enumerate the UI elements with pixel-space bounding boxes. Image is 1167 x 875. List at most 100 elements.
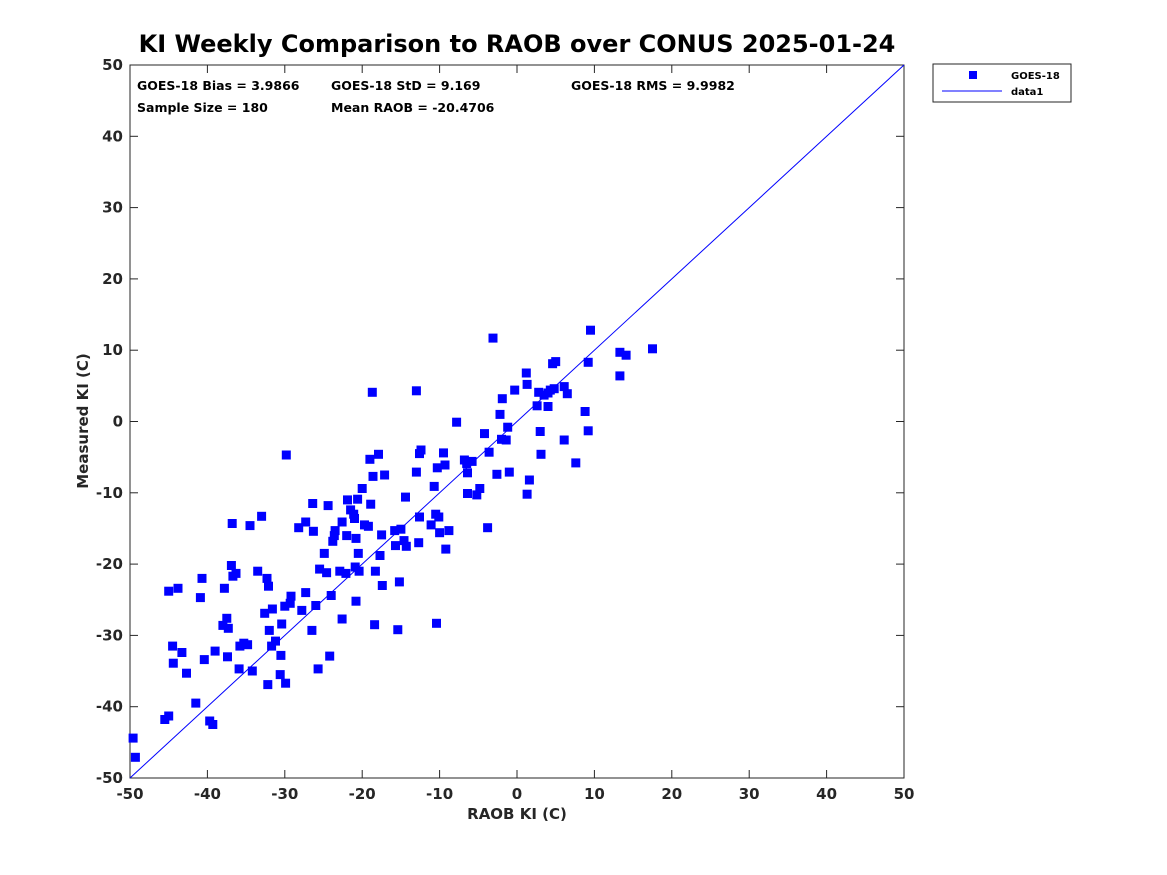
goes18-point xyxy=(463,468,472,478)
goes18-point xyxy=(497,394,507,404)
stat-sample-size: Sample Size = 180 xyxy=(137,100,268,115)
goes18-point xyxy=(329,531,339,541)
goes18-point xyxy=(197,573,207,583)
goes18-point xyxy=(168,658,178,668)
goes18-point xyxy=(253,566,263,576)
goes18-point xyxy=(182,668,191,678)
goes18-point xyxy=(615,347,625,357)
goes18-point xyxy=(559,382,569,392)
goes18-point xyxy=(374,449,383,459)
goes18-point xyxy=(441,544,451,554)
y-tick-label: 50 xyxy=(102,56,123,74)
goes18-point xyxy=(223,652,232,662)
goes18-point xyxy=(380,470,390,480)
goes18-point xyxy=(247,666,257,676)
stat-std: GOES-18 StD = 9.169 xyxy=(331,78,480,93)
goes18-point xyxy=(227,519,237,528)
legend-marker-goes18 xyxy=(969,71,977,79)
goes18-point xyxy=(353,494,363,504)
goes18-point xyxy=(322,568,332,578)
goes18-point xyxy=(263,680,273,690)
goes18-point xyxy=(559,435,569,445)
y-tick-label: 0 xyxy=(113,413,123,431)
goes18-point xyxy=(243,640,253,650)
goes18-point xyxy=(231,568,241,578)
goes18-point xyxy=(276,650,286,660)
y-tick-label: -20 xyxy=(96,555,123,573)
goes18-point xyxy=(323,501,333,511)
y-axis: -50 -40 -30 -20 -10 0 10 20 30 40 50 xyxy=(96,56,904,787)
goes18-point xyxy=(440,460,450,470)
x-tick-label: 10 xyxy=(584,785,605,803)
goes18-point xyxy=(524,475,534,485)
goes18-point xyxy=(521,368,531,378)
goes18-point xyxy=(308,499,318,508)
goes18-point xyxy=(551,357,561,367)
goes18-point xyxy=(434,512,444,522)
goes18-point xyxy=(326,591,336,600)
goes18-point xyxy=(534,387,544,397)
x-tick-label: 0 xyxy=(512,785,522,803)
goes18-point xyxy=(275,670,285,680)
x-tick-label: 20 xyxy=(661,785,682,803)
goes18-point xyxy=(264,581,273,591)
goes18-point xyxy=(488,333,498,343)
goes18-point xyxy=(535,427,545,436)
goes18-point xyxy=(504,467,514,477)
goes18-point xyxy=(168,641,178,651)
goes18-point xyxy=(351,596,361,606)
goes18-point xyxy=(308,526,318,536)
goes18-point xyxy=(325,651,335,661)
goes18-point xyxy=(648,344,657,354)
goes18-point xyxy=(363,521,373,531)
goes18-point xyxy=(277,619,287,629)
goes18-point xyxy=(391,541,400,551)
goes18-point xyxy=(510,385,520,395)
x-axis-label: RAOB KI (C) xyxy=(467,805,567,823)
goes18-point xyxy=(354,566,364,576)
goes18-point xyxy=(357,484,367,493)
goes18-point xyxy=(307,625,317,635)
goes18-point xyxy=(173,583,183,593)
goes18-point xyxy=(463,489,472,498)
data1-line-segment xyxy=(129,64,905,779)
goes18-point xyxy=(377,581,387,590)
goes18-point xyxy=(226,561,236,570)
goes18-point xyxy=(543,402,553,411)
goes18-point xyxy=(492,469,502,479)
legend-box xyxy=(932,63,1072,103)
goes18-point xyxy=(294,523,304,533)
x-tick-label: -50 xyxy=(116,785,143,803)
goes18-point xyxy=(343,495,352,505)
goes18-point xyxy=(583,426,593,436)
x-axis: -50 -40 -30 -20 -10 0 10 20 30 40 50 xyxy=(116,65,914,803)
y-tick-label: -40 xyxy=(96,698,123,716)
goes18-point xyxy=(522,489,532,499)
goes18-point xyxy=(394,577,404,587)
goes18-point xyxy=(370,566,380,576)
x-tick-label: 40 xyxy=(816,785,837,803)
goes18-point xyxy=(281,450,291,460)
goes18-point xyxy=(432,463,442,473)
goes18-point xyxy=(444,526,454,536)
stat-bias: GOES-18 Bias = 3.9866 xyxy=(137,78,300,93)
goes18-point xyxy=(411,467,421,477)
goes18-point xyxy=(401,541,411,551)
goes18-point xyxy=(222,613,232,623)
goes18-point xyxy=(260,608,270,618)
y-tick-label: 30 xyxy=(102,199,123,217)
goes18-point xyxy=(495,409,505,419)
goes18-point xyxy=(368,471,378,481)
goes18-point xyxy=(452,417,462,427)
legend-label-data1: data1 xyxy=(1011,87,1043,98)
goes18-point xyxy=(375,551,385,560)
goes18-point xyxy=(532,401,542,411)
legend[interactable]: GOES-18 data1 xyxy=(932,63,1072,103)
y-tick-label: -50 xyxy=(96,769,123,787)
goes18-point xyxy=(370,620,380,630)
x-tick-label: -30 xyxy=(271,785,298,803)
goes18-point xyxy=(337,517,347,527)
goes18-point xyxy=(365,454,375,464)
stat-rms: GOES-18 RMS = 9.9982 xyxy=(571,78,735,93)
goes18-point xyxy=(342,531,352,541)
